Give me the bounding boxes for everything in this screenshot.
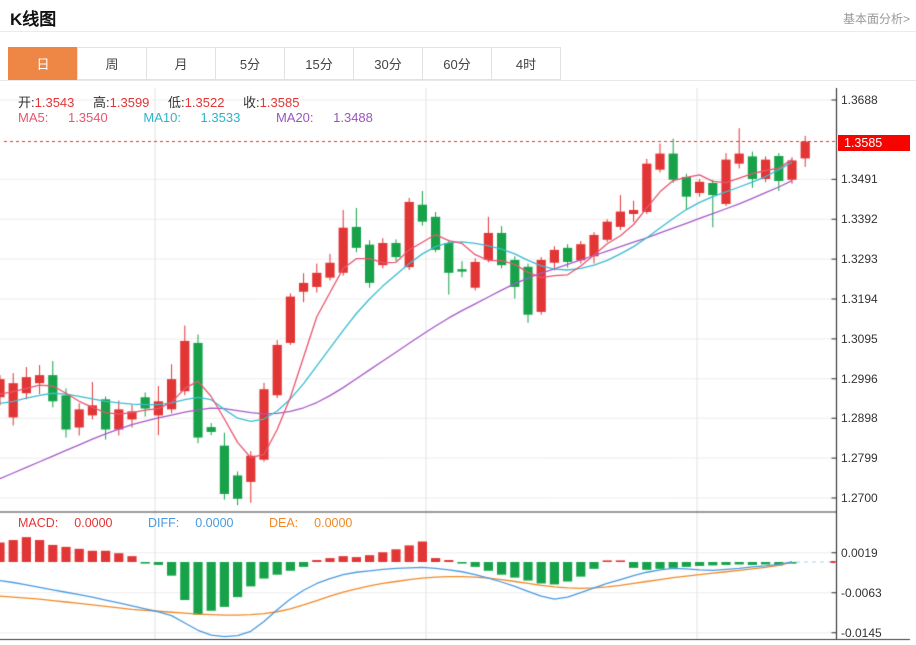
low-label: 低: [168, 95, 185, 110]
diff-readout: DIFF: 0.0000 [148, 516, 234, 530]
tab-60min[interactable]: 60分 [422, 47, 492, 80]
price-axis-tick: 1.2996 [841, 371, 878, 386]
tab-4hour[interactable]: 4时 [491, 47, 561, 80]
ma-info: MA5: 1.3540 MA10: 1.3533 MA20: 1.3488 [18, 110, 405, 125]
ma5-readout: MA5: 1.3540 [18, 110, 108, 125]
macd-readout: MACD: 0.0000 [18, 516, 113, 530]
fundamental-analysis-link[interactable]: 基本面分析> [842, 12, 910, 26]
macd-axis-tick: 0.0019 [841, 545, 878, 560]
ma10-readout: MA10: 1.3533 [143, 110, 241, 125]
price-axis-tick: 1.3194 [841, 291, 878, 306]
price-axis-tick: 1.3095 [841, 331, 878, 346]
kline-macd-chart-canvas[interactable] [0, 86, 916, 645]
tab-month[interactable]: 月 [146, 47, 216, 80]
tab-15min[interactable]: 15分 [284, 47, 354, 80]
price-axis-tick: 1.3392 [841, 212, 878, 227]
tabs-divider [0, 80, 916, 81]
macd-axis-tick: -0.0145 [841, 625, 882, 640]
page-header: K线图 基本面分析> [0, 0, 916, 32]
macd-axis-tick: -0.0063 [841, 585, 882, 600]
tab-5min[interactable]: 5分 [215, 47, 285, 80]
macd-info: MACD: 0.0000 DIFF: 0.0000 DEA: 0.0000 [18, 516, 384, 530]
dea-readout: DEA: 0.0000 [268, 516, 353, 530]
current-price-label: 1.3585 [838, 135, 910, 151]
close-value: 1.3585 [259, 95, 300, 110]
price-axis-tick: 1.2799 [841, 451, 878, 466]
ohlc-info: 开:1.3543 高:1.3599 低:1.3522 收:1.3585 [18, 92, 314, 111]
price-axis-tick: 1.3293 [841, 252, 878, 267]
price-axis-tick: 1.3688 [841, 93, 878, 107]
page-title: K线图 [10, 10, 57, 29]
open-value: 1.3543 [34, 95, 75, 110]
ma20-readout: MA20: 1.3488 [275, 110, 373, 125]
low-value: 1.3522 [184, 95, 225, 110]
tab-week[interactable]: 周 [77, 47, 147, 80]
price-axis-tick: 1.2700 [841, 490, 878, 505]
tab-30min[interactable]: 30分 [353, 47, 423, 80]
high-label: 高: [93, 95, 110, 110]
period-tabs: 日 周 月 5分 15分 30分 60分 4时 [8, 47, 561, 80]
price-axis-tick: 1.3491 [841, 172, 878, 187]
tab-day[interactable]: 日 [8, 47, 78, 80]
high-value: 1.3599 [109, 95, 150, 110]
price-axis-tick: 1.2898 [841, 411, 878, 426]
open-label: 开: [18, 95, 35, 110]
close-label: 收: [243, 95, 260, 110]
chart-area: 开:1.3543 高:1.3599 低:1.3522 收:1.3585 MA5:… [0, 86, 916, 645]
